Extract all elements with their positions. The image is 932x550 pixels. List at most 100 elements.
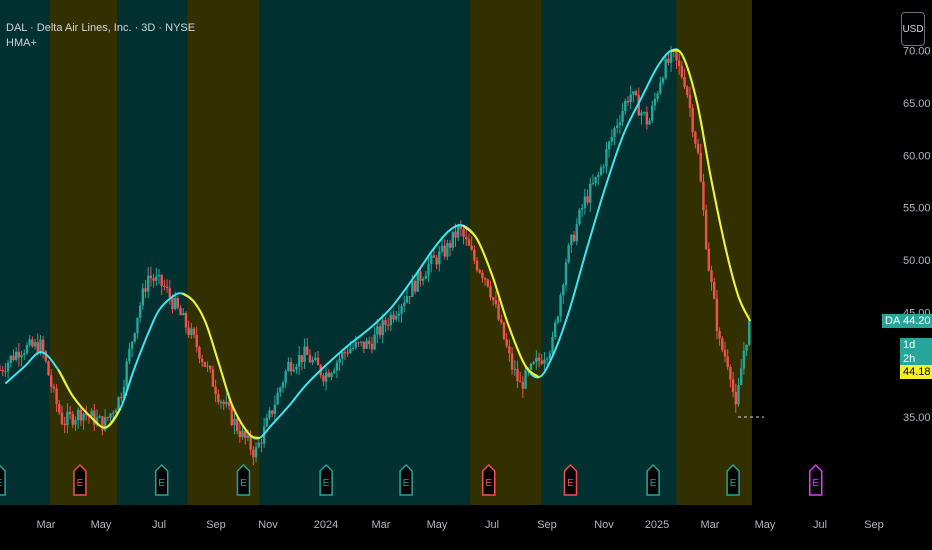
candle-up bbox=[276, 392, 279, 405]
trend-regions bbox=[0, 0, 752, 505]
trend-region-up bbox=[117, 0, 187, 505]
candle-up bbox=[90, 410, 93, 417]
candle-down bbox=[370, 343, 374, 350]
x-tick-label: Nov bbox=[594, 519, 614, 531]
candle-down bbox=[645, 112, 649, 125]
candle-down bbox=[160, 274, 163, 286]
candle-up bbox=[265, 417, 269, 427]
candle-up bbox=[583, 196, 587, 209]
candle-down bbox=[300, 355, 304, 362]
candle-down bbox=[702, 181, 705, 211]
candle-up bbox=[74, 420, 77, 425]
candle-up bbox=[103, 417, 107, 431]
candle-down bbox=[214, 386, 217, 395]
candle-down bbox=[675, 50, 678, 61]
candle-up bbox=[341, 352, 344, 359]
y-tick-label: 50.00 bbox=[903, 255, 931, 267]
x-tick-label: May bbox=[91, 519, 112, 531]
earnings-marker-upcoming[interactable]: E bbox=[808, 463, 823, 496]
candle-up bbox=[233, 419, 236, 425]
indicator-name[interactable]: HMA+ bbox=[6, 37, 37, 49]
candle-down bbox=[85, 413, 88, 416]
candle-down bbox=[222, 401, 225, 405]
candle-down bbox=[322, 375, 325, 382]
trend-region-down bbox=[676, 0, 752, 505]
earnings-marker-beat[interactable]: E bbox=[646, 463, 660, 496]
candle-down bbox=[465, 236, 468, 240]
candle-down bbox=[483, 278, 487, 280]
candle-down bbox=[152, 278, 155, 281]
hma-segment-down bbox=[670, 49, 752, 322]
candle-down bbox=[238, 431, 242, 438]
candle-down bbox=[454, 231, 457, 238]
symbol-title[interactable]: DAL · Delta Air Lines, Inc. · 3D · NYSE bbox=[6, 22, 196, 34]
candle-up bbox=[225, 402, 228, 405]
candle-down bbox=[230, 405, 233, 425]
earnings-markers: EEEEEEEEEEE bbox=[0, 463, 823, 496]
candle-down bbox=[413, 281, 417, 292]
candle-down bbox=[408, 296, 411, 298]
earnings-marker-beat[interactable]: E bbox=[399, 463, 413, 496]
candle-down bbox=[0, 369, 2, 371]
candle-down bbox=[475, 260, 479, 271]
earnings-marker-miss[interactable]: E bbox=[563, 463, 578, 496]
earnings-marker-miss[interactable]: E bbox=[481, 463, 496, 496]
candle-up bbox=[338, 358, 341, 363]
candle-up bbox=[562, 285, 565, 296]
candle-up bbox=[6, 362, 10, 372]
candle-down bbox=[637, 95, 640, 116]
earnings-flag-icon bbox=[319, 463, 333, 496]
candle-up bbox=[529, 363, 533, 370]
candle-down bbox=[260, 442, 263, 444]
candle-up bbox=[397, 313, 401, 316]
candle-up bbox=[651, 105, 654, 121]
earnings-marker-beat[interactable]: E bbox=[0, 464, 6, 496]
candle-up bbox=[295, 366, 298, 370]
candle-up bbox=[173, 297, 177, 310]
candle-down bbox=[508, 346, 511, 354]
candle-down bbox=[50, 375, 53, 387]
earnings-marker-beat[interactable]: E bbox=[319, 463, 333, 496]
candle-down bbox=[68, 411, 72, 415]
candle-up bbox=[589, 183, 592, 203]
candle-down bbox=[1, 370, 4, 372]
candle-up bbox=[648, 120, 651, 125]
candle-down bbox=[44, 351, 48, 362]
candle-up bbox=[403, 302, 406, 307]
candle-up bbox=[575, 224, 578, 242]
earnings-marker-beat[interactable]: E bbox=[726, 463, 740, 496]
candle-up bbox=[548, 353, 552, 359]
candle-up bbox=[351, 347, 355, 350]
candle-up bbox=[632, 91, 635, 95]
candle-up bbox=[333, 370, 336, 374]
candle-down bbox=[721, 338, 724, 351]
candle-up bbox=[613, 128, 616, 137]
candle-down bbox=[195, 334, 198, 348]
candle-up bbox=[23, 353, 26, 356]
candle-down bbox=[713, 281, 716, 299]
currency-button[interactable]: USD bbox=[901, 12, 925, 46]
candle-down bbox=[165, 286, 169, 289]
candle-down bbox=[492, 297, 495, 301]
earnings-marker-beat[interactable]: E bbox=[154, 463, 169, 496]
candle-down bbox=[572, 234, 576, 242]
earnings-marker-beat[interactable]: E bbox=[236, 463, 251, 496]
candle-up bbox=[147, 275, 150, 292]
earnings-label: E bbox=[323, 478, 330, 489]
x-tick-label: May bbox=[427, 519, 448, 531]
candle-down bbox=[734, 391, 737, 405]
earnings-marker-miss[interactable]: E bbox=[73, 463, 87, 496]
candle-down bbox=[500, 319, 503, 323]
earnings-label: E bbox=[403, 478, 410, 489]
candle-up bbox=[365, 340, 368, 349]
candle-up bbox=[427, 264, 430, 276]
candle-up bbox=[456, 225, 460, 238]
candle-down bbox=[726, 356, 729, 367]
earnings-flag-icon bbox=[73, 463, 87, 496]
candle-up bbox=[607, 141, 611, 150]
candle-down bbox=[634, 91, 638, 96]
candle-up bbox=[438, 251, 441, 265]
candle-up bbox=[640, 112, 643, 116]
candle-down bbox=[694, 132, 697, 144]
